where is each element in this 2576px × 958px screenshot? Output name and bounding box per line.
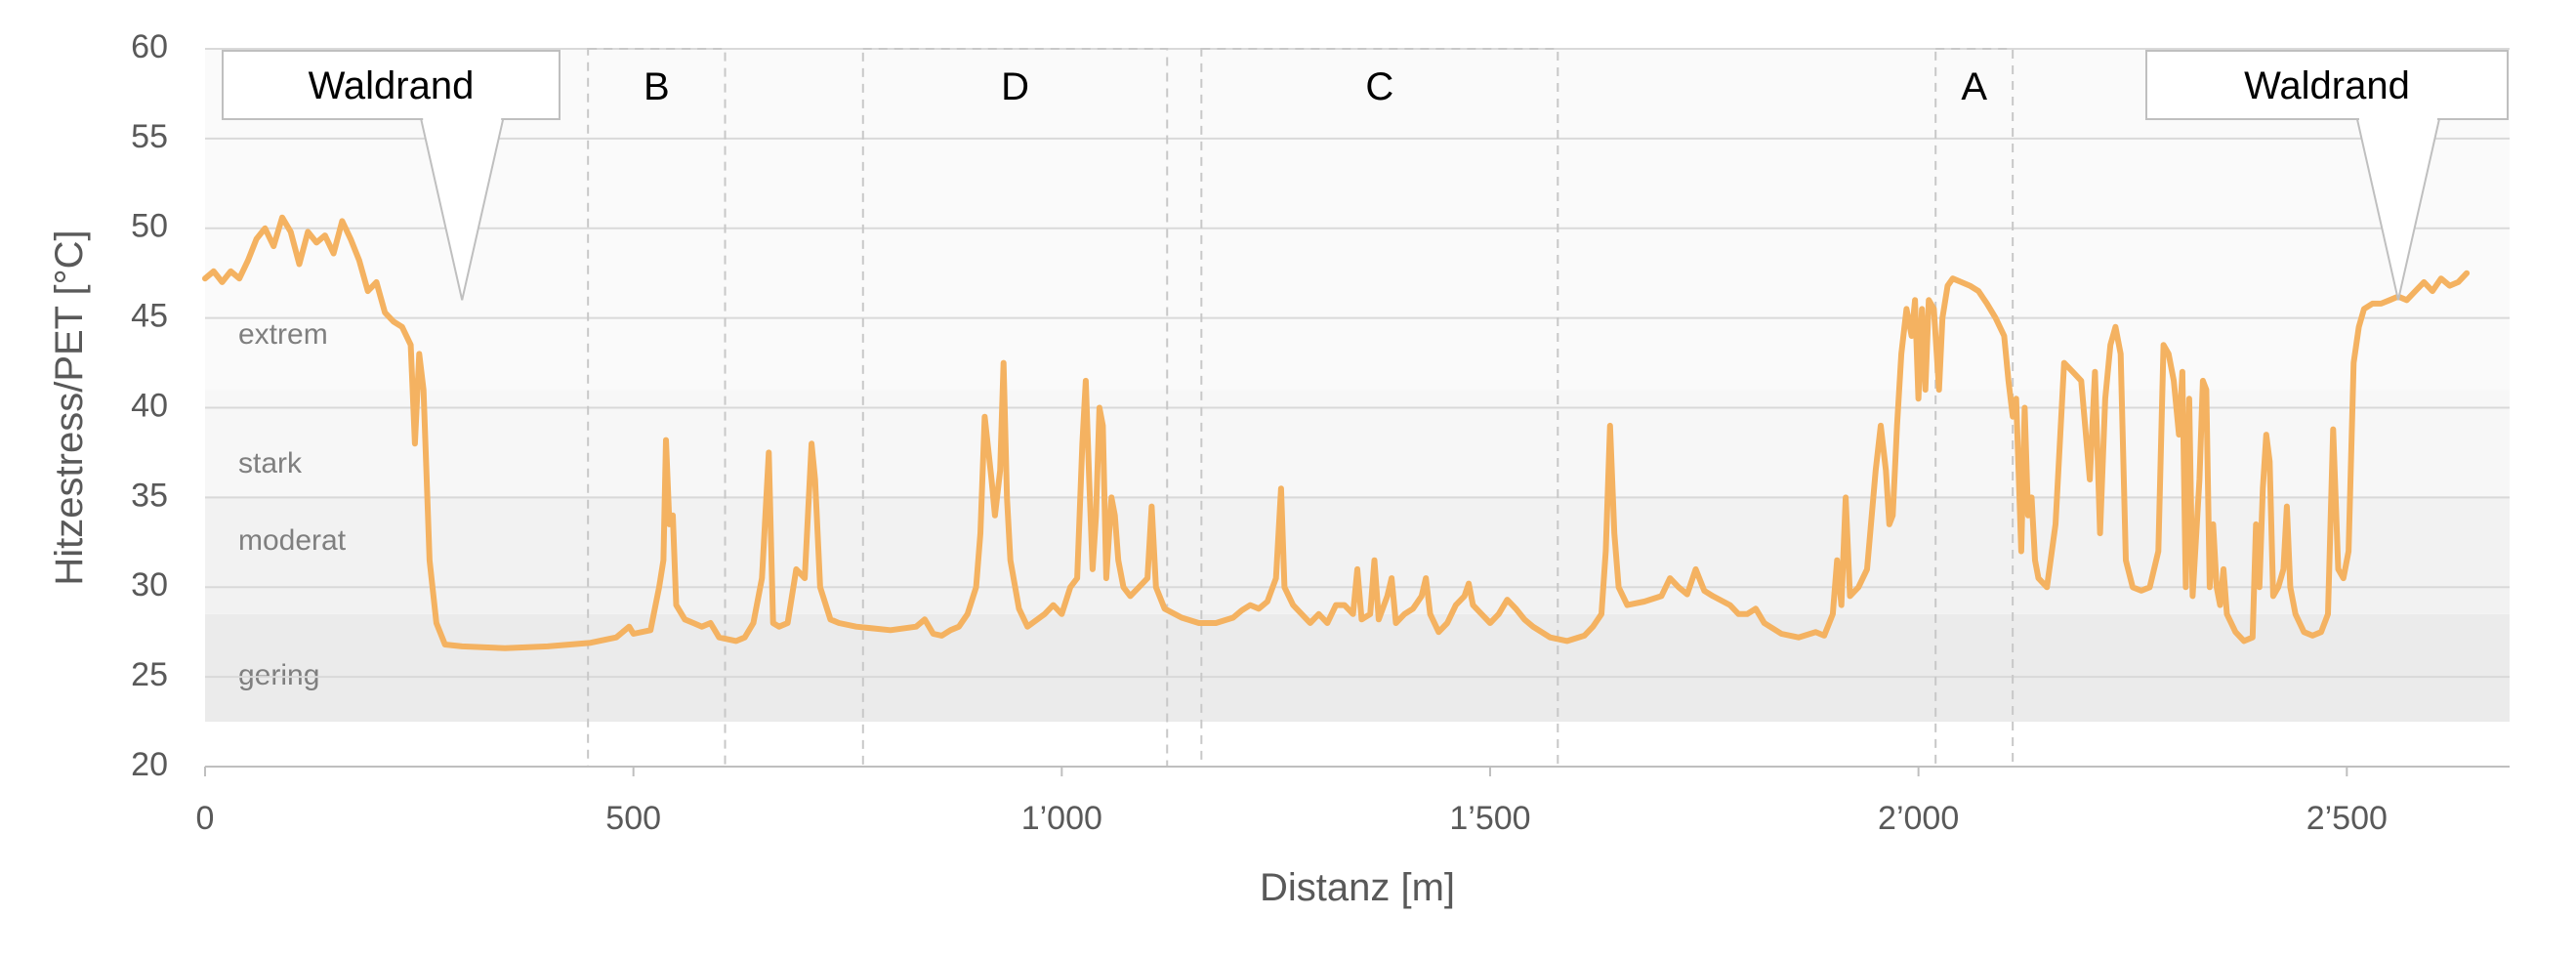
y-tick-label: 35: [131, 477, 168, 514]
callouts: Waldrand Waldrand: [222, 50, 2509, 301]
band-extrem: [205, 49, 2510, 391]
x-tick-label: 1’000: [1021, 800, 1102, 837]
y-tick-label: 55: [131, 118, 168, 155]
y-tick-label: 60: [131, 28, 168, 65]
zone-B-label: B: [644, 65, 670, 108]
callout-waldrand-2: Waldrand: [2145, 50, 2509, 301]
callout-box: [2145, 50, 2509, 120]
x-axis-title: Distanz [m]: [1260, 866, 1455, 909]
band-gering: [205, 613, 2510, 723]
gridlines: [205, 48, 2510, 679]
band-label-stark: stark: [238, 447, 303, 479]
x-tick-label: 1’500: [1449, 800, 1530, 837]
axes: 0 500 1’000 1’500 2’000 2’500 20 25 30 35 40 45 50 55…: [131, 28, 2510, 837]
y-axis-title: Hitzestress/PET [°C]: [48, 229, 91, 585]
series-line-0: [202, 214, 2471, 651]
y-tick-label: 50: [131, 208, 168, 245]
x-tick-label: 0: [196, 800, 215, 837]
x-tick-label: 500: [605, 800, 661, 837]
zone-A-label: A: [1961, 65, 1987, 108]
callout-box: [222, 50, 561, 120]
band-label-moderat: moderat: [238, 524, 347, 557]
y-tick-label: 25: [131, 656, 168, 693]
x-tick-label: 2’500: [2306, 800, 2388, 837]
y-tick-label: 30: [131, 566, 168, 604]
y-tick-label: 20: [131, 746, 168, 783]
series-layer: [202, 214, 2471, 651]
callout-label: Waldrand: [2244, 64, 2410, 107]
y-tick-label: 40: [131, 387, 168, 424]
callout-label: Waldrand: [309, 64, 475, 107]
zone-C-label: C: [1365, 65, 1393, 108]
zone-D-label: D: [1001, 65, 1029, 108]
band-label-extrem: extrem: [238, 318, 328, 351]
band-label-gering: gering: [238, 659, 319, 691]
x-tick-label: 2’000: [1878, 800, 1959, 837]
y-tick-label: 45: [131, 298, 168, 335]
callout-waldrand-1: Waldrand: [222, 50, 561, 301]
